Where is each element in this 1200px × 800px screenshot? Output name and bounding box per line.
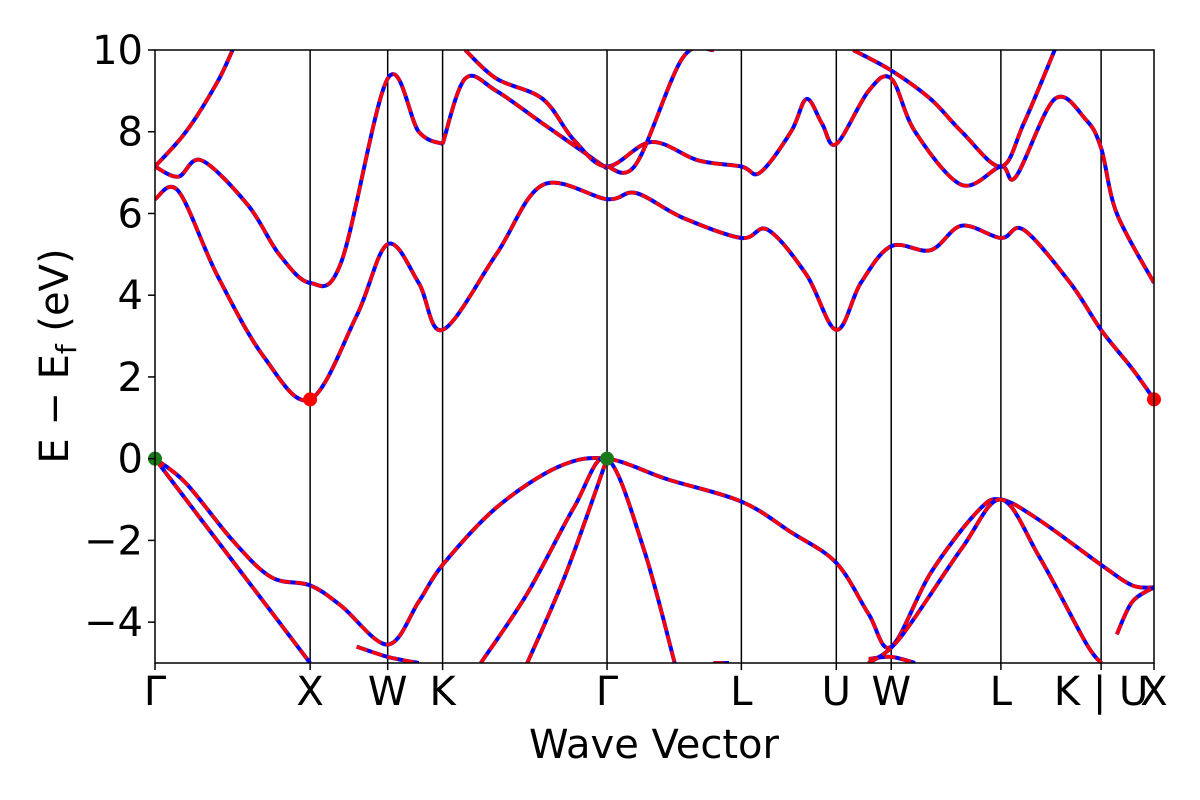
y-axis-label-subscript: f (50, 343, 83, 354)
y-axis-label: E − Ef (eV) (32, 248, 83, 463)
y-axis-label-main: E − E (32, 354, 78, 464)
band-line-red (155, 72, 444, 288)
x-tick-label: W (871, 669, 911, 715)
x-tick-label: L (990, 669, 1013, 715)
band-lines (155, 50, 1154, 663)
band-line-red (479, 456, 677, 663)
band-line-blue (155, 72, 444, 289)
band-line-blue (155, 50, 235, 168)
band-line-blue (606, 50, 714, 175)
plot-frame (154, 49, 1155, 664)
band-line-red (440, 74, 609, 170)
band-line-red (155, 457, 312, 663)
band-edge-point (303, 392, 318, 407)
x-tick-label: X (1140, 669, 1167, 715)
x-tick-label: X (296, 669, 323, 715)
x-tick-label: U (822, 669, 851, 715)
y-tick-label: 2 (118, 355, 143, 401)
high-symmetry-lines (309, 50, 1102, 663)
band-line-blue (867, 497, 1103, 663)
band-line-blue (1114, 585, 1154, 636)
band-line-red (852, 50, 1057, 169)
band-line-red (463, 50, 1154, 284)
x-axis-label: Wave Vector (529, 722, 780, 768)
band-line-red (1115, 585, 1154, 636)
band-edge-markers (148, 392, 1161, 466)
band-line-red (356, 645, 420, 663)
band-line-red (155, 181, 1154, 403)
y-tick-label: 8 (118, 110, 143, 156)
band-line-red (155, 50, 235, 168)
y-tick-label: 0 (118, 437, 143, 483)
x-tick-label: L (730, 669, 753, 715)
y-tick-label: 6 (118, 191, 143, 237)
y-tick-label: −2 (84, 518, 143, 564)
x-tick-label: W (368, 669, 408, 715)
band-edge-point (600, 451, 615, 466)
band-line-blue (463, 50, 1154, 284)
band-line-blue (155, 455, 1154, 650)
band-line-red (867, 497, 1103, 663)
x-tick-label: Γ (144, 669, 167, 715)
y-axis-label-units: (eV) (32, 248, 78, 344)
x-tick-label: K (429, 669, 457, 715)
x-tick-label: Γ (596, 669, 619, 715)
y-tick-label: 4 (118, 273, 143, 319)
y-axis-ticks: −4 −2 0 2 4 6 8 10 (84, 28, 155, 646)
band-line-blue (155, 180, 1154, 403)
y-tick-label: 10 (92, 28, 143, 74)
y-tick-label: −4 (84, 600, 143, 646)
x-tick-label: K | U (1054, 669, 1148, 715)
band-line-red (155, 456, 1154, 650)
band-line-red (525, 458, 609, 663)
